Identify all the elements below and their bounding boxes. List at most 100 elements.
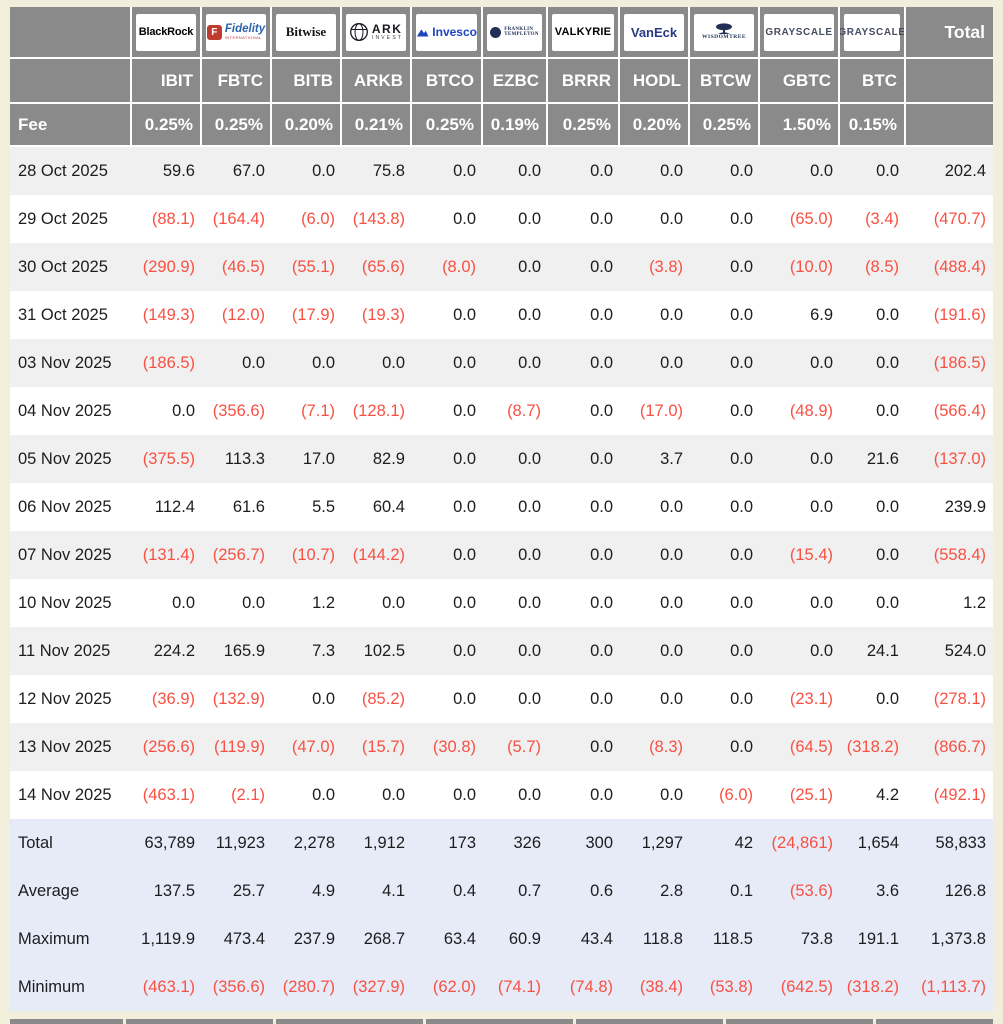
value-cell: 21.6 <box>840 435 906 483</box>
value-cell: (5.7) <box>483 723 548 771</box>
logo-wordmark: VALKYRIE <box>554 26 612 38</box>
value-cell: 0.0 <box>483 771 548 819</box>
data-row: 11 Nov 2025 224.2 165.9 7.3 102.5 0.0 0.0 0.0 0.… <box>10 627 993 675</box>
logo-cell-fbtc: F Fidelity INTERNATIONAL <box>202 7 272 59</box>
value-cell: 0.0 <box>690 627 760 675</box>
value-cell: (318.2) <box>840 723 906 771</box>
value-cell: 224.2 <box>132 627 202 675</box>
value-cell: (7.1) <box>272 387 342 435</box>
summary-value-cell: 2,278 <box>272 819 342 867</box>
summary-value-cell: (38.4) <box>620 963 690 1011</box>
summary-value-cell: (318.2) <box>840 963 906 1011</box>
data-row: 12 Nov 2025 (36.9) (132.9) 0.0 (85.2) 0.0 0.0 0… <box>10 675 993 723</box>
value-cell: 239.9 <box>906 483 993 531</box>
value-cell: (15.7) <box>342 723 412 771</box>
value-cell: 0.0 <box>342 579 412 627</box>
value-cell: (492.1) <box>906 771 993 819</box>
value-cell: 0.0 <box>548 579 620 627</box>
summary-value-cell: 1,119.9 <box>132 915 202 963</box>
summary-row-maximum: Maximum 1,119.9 473.4 237.9 268.7 63.4 60.9 43.… <box>10 915 993 963</box>
ticker-cell-arkb: ARKB <box>342 59 412 104</box>
ticker-cell-fbtc: FBTC <box>202 59 272 104</box>
value-cell: (47.0) <box>272 723 342 771</box>
summary-value-cell: 268.7 <box>342 915 412 963</box>
logo-cell-btco: Invesco <box>412 7 483 59</box>
fee-cell-gbtc: 1.50% <box>760 104 840 147</box>
value-cell: 0.0 <box>483 675 548 723</box>
value-cell: (164.4) <box>202 195 272 243</box>
summary-value-cell: 0.4 <box>412 867 483 915</box>
value-cell: 0.0 <box>840 291 906 339</box>
logo-wordmark: FRANKLIN <box>504 27 534 32</box>
value-cell: (132.9) <box>202 675 272 723</box>
value-cell: 0.0 <box>412 339 483 387</box>
fee-cell-btcw: 0.25% <box>690 104 760 147</box>
grayscale-logo: GRAYSCALE <box>764 13 834 51</box>
date-cell: 10 Nov 2025 <box>10 579 132 627</box>
value-cell: 0.0 <box>620 531 690 579</box>
logo-text-column: FRANKLIN TEMPLETON <box>504 27 539 37</box>
value-cell: 0.0 <box>548 243 620 291</box>
summary-value-cell: (53.8) <box>690 963 760 1011</box>
fee-label-cell: Fee <box>10 104 132 147</box>
value-cell: 0.0 <box>412 435 483 483</box>
value-cell: 0.0 <box>760 579 840 627</box>
value-cell: 0.0 <box>483 435 548 483</box>
summary-value-cell: 118.5 <box>690 915 760 963</box>
date-cell: 05 Nov 2025 <box>10 435 132 483</box>
value-cell: 0.0 <box>690 147 760 195</box>
summary-value-cell: 126.8 <box>906 867 993 915</box>
value-cell: (558.4) <box>906 531 993 579</box>
value-cell: (6.0) <box>690 771 760 819</box>
value-cell: (488.4) <box>906 243 993 291</box>
value-cell: (15.4) <box>760 531 840 579</box>
value-cell: (65.6) <box>342 243 412 291</box>
value-cell: 4.2 <box>840 771 906 819</box>
etf-flows-table-container: BlackRock F Fidelity INTERNATIONAL Bitwise AR… <box>10 7 993 1011</box>
value-cell: (8.0) <box>412 243 483 291</box>
logo-cell-btc: GRAYSCALE <box>840 7 906 59</box>
data-row: 30 Oct 2025 (290.9) (46.5) (55.1) (65.6) (8.0… <box>10 243 993 291</box>
value-cell: 0.0 <box>690 675 760 723</box>
value-cell: 0.0 <box>412 627 483 675</box>
summary-value-cell: 1,654 <box>840 819 906 867</box>
wisdomtree-tree-icon <box>716 23 732 35</box>
value-cell: 0.0 <box>620 675 690 723</box>
value-cell: (290.9) <box>132 243 202 291</box>
logo-text-column: Fidelity INTERNATIONAL <box>224 22 266 41</box>
logo-subtext: TEMPLETON <box>504 32 539 37</box>
value-cell: 75.8 <box>342 147 412 195</box>
date-cell: 30 Oct 2025 <box>10 243 132 291</box>
value-cell: 0.0 <box>483 339 548 387</box>
fee-cell-ezbc: 0.19% <box>483 104 548 147</box>
logo-subtext: INVEST <box>371 35 404 41</box>
value-cell: (64.5) <box>760 723 840 771</box>
value-cell: 59.6 <box>132 147 202 195</box>
data-row: 10 Nov 2025 0.0 0.0 1.2 0.0 0.0 0.0 0.0 0.0 0.0 0.… <box>10 579 993 627</box>
bitwise-logo: Bitwise <box>276 13 336 51</box>
data-row: 28 Oct 2025 59.6 67.0 0.0 75.8 0.0 0.0 0.0 0.0 0.… <box>10 147 993 195</box>
value-cell: 0.0 <box>548 483 620 531</box>
logo-wordmark: Fidelity <box>224 22 266 35</box>
value-cell: 0.0 <box>690 243 760 291</box>
value-cell: (186.5) <box>906 339 993 387</box>
value-cell: 0.0 <box>690 387 760 435</box>
value-cell: (8.7) <box>483 387 548 435</box>
summary-value-cell: (24,861) <box>760 819 840 867</box>
summary-label-cell: Minimum <box>10 963 132 1011</box>
value-cell: 0.0 <box>483 195 548 243</box>
header-empty-cell <box>10 59 132 104</box>
value-cell: (375.5) <box>132 435 202 483</box>
logo-cell-arkb: ARK INVEST <box>342 7 412 59</box>
summary-value-cell: (356.6) <box>202 963 272 1011</box>
summary-value-cell: 2.8 <box>620 867 690 915</box>
value-cell: 0.0 <box>548 627 620 675</box>
fee-cell-btc: 0.15% <box>840 104 906 147</box>
value-cell: 112.4 <box>132 483 202 531</box>
cropped-header-segment <box>426 1019 573 1024</box>
value-cell: 524.0 <box>906 627 993 675</box>
blackrock-logo: BlackRock <box>136 13 196 51</box>
summary-value-cell: 191.1 <box>840 915 906 963</box>
fidelity-logo: F Fidelity INTERNATIONAL <box>206 13 266 51</box>
summary-value-cell: 1,912 <box>342 819 412 867</box>
